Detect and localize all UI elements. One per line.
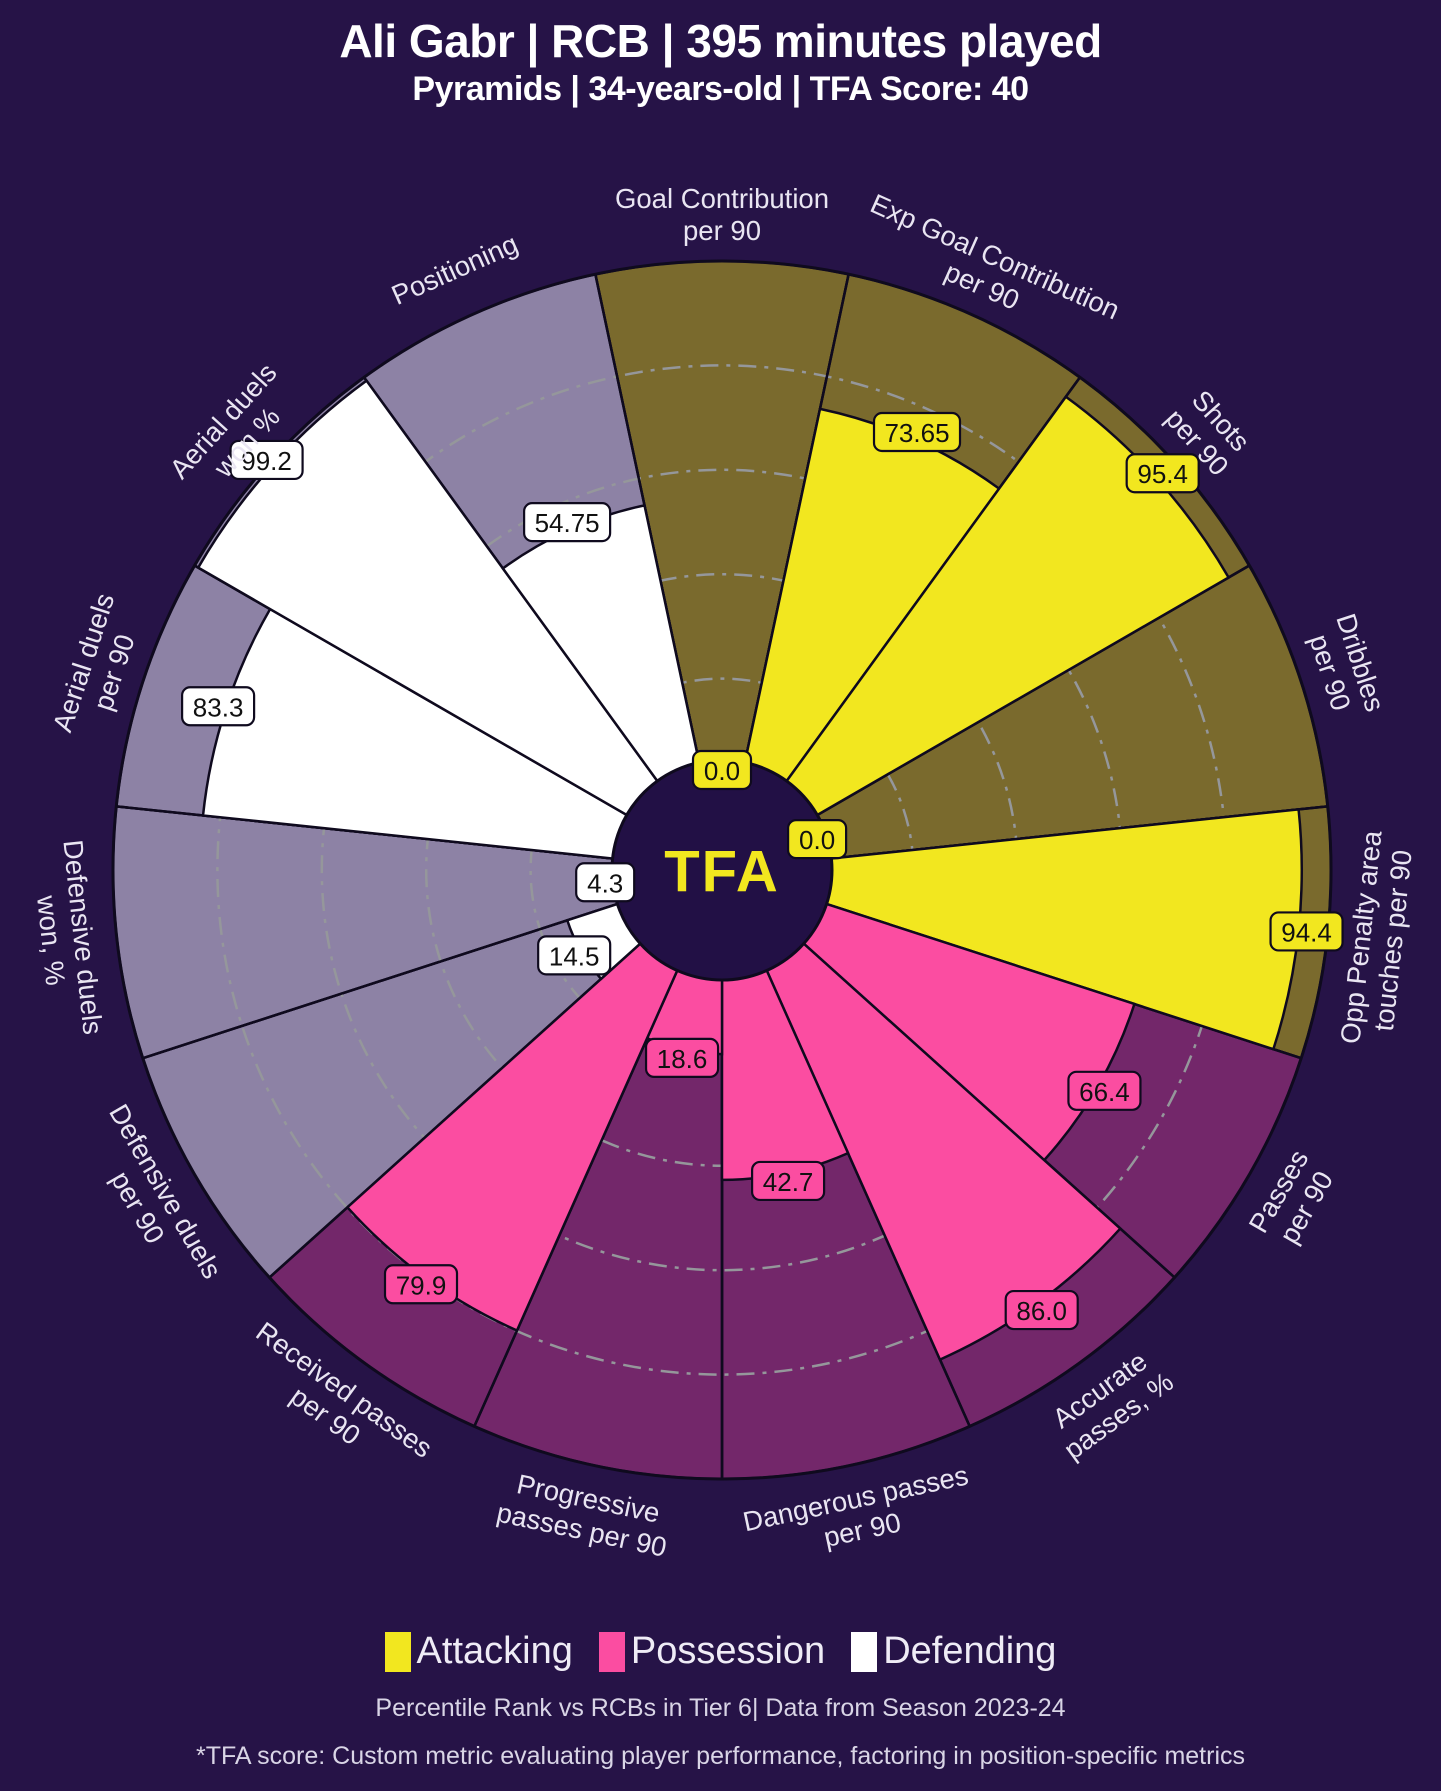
value-label-shots-per-90: 95.4 <box>1125 453 1200 494</box>
axis-label-dribbles-per-90: Dribblesper 90 <box>1300 610 1391 725</box>
value-label-accurate-passes: 86.0 <box>1004 1289 1079 1331</box>
value-text: 79.9 <box>396 1270 447 1300</box>
value-label-defensive-duels-per-90: 14.5 <box>537 935 612 976</box>
chart-legend: Attacking Possession Defending <box>0 1630 1441 1673</box>
value-text: 94.4 <box>1281 917 1332 947</box>
value-text: 73.65 <box>884 418 949 448</box>
value-label-opp-penalty-area-touches-per-90: 94.4 <box>1269 911 1344 952</box>
value-text: 99.2 <box>241 446 292 476</box>
data-source-caption: Percentile Rank vs RCBs in Tier 6| Data … <box>375 1694 1066 1722</box>
value-text: 0.0 <box>704 756 740 786</box>
tfa-logo: TFA <box>664 840 780 905</box>
value-box <box>181 686 256 727</box>
value-label-goal-contribution-per-90: 0.0 <box>691 749 753 791</box>
page-subtitle: Pyramids | 34-years-old | TFA Score: 40 <box>412 70 1029 108</box>
value-box <box>229 439 304 481</box>
defending-swatch-icon <box>851 1631 878 1672</box>
legend-item-attacking: Attacking <box>384 1630 573 1673</box>
value-label-aerial-duels-per-90: 83.3 <box>181 686 256 727</box>
value-label-dangerous-passes-per-90: 42.7 <box>750 1160 826 1202</box>
value-label-aerial-duels-won: 99.2 <box>229 439 304 481</box>
value-box <box>1004 1289 1079 1331</box>
value-label-exp-goal-contribution-per-90: 73.65 <box>872 411 962 453</box>
value-box <box>383 1264 459 1305</box>
legend-label: Defending <box>883 1630 1057 1672</box>
value-box <box>1067 1070 1142 1111</box>
value-box <box>691 749 753 791</box>
value-text: 0.0 <box>799 825 835 855</box>
axis-label-progressive-passes-per-90: Progressivepasses per 90 <box>494 1465 676 1563</box>
value-label-passes-per-90: 66.4 <box>1067 1070 1142 1111</box>
axis-label-positioning: Positioning <box>387 228 523 311</box>
possession-swatch-icon <box>598 1631 625 1672</box>
value-label-dribbles-per-90: 0.0 <box>787 818 848 860</box>
page-title: Ali Gabr | RCB | 395 minutes played <box>339 15 1102 67</box>
value-box <box>872 411 962 453</box>
legend-item-defending: Defending <box>851 1630 1056 1673</box>
value-box <box>1269 911 1344 952</box>
value-box <box>787 818 848 860</box>
value-box <box>750 1160 826 1202</box>
legend-label: Possession <box>630 1630 826 1672</box>
attacking-swatch-icon <box>384 1631 411 1672</box>
legend-item-possession: Possession <box>598 1630 826 1673</box>
legend-label: Attacking <box>416 1630 573 1672</box>
value-box <box>537 935 612 976</box>
value-text: 54.75 <box>535 508 600 538</box>
value-text: 42.7 <box>763 1167 814 1197</box>
axis-label-defensive-duels-won: Defensive duelswon, % <box>26 838 109 1039</box>
value-text: 18.6 <box>657 1044 708 1074</box>
axis-label-opp-penalty-area-touches-per-90: Opp Penalty areatouches per 90 <box>1334 828 1419 1048</box>
value-text: 66.4 <box>1079 1077 1130 1107</box>
value-label-positioning: 54.75 <box>523 502 612 543</box>
value-label-defensive-duels-won: 4.3 <box>575 862 636 903</box>
value-box <box>575 862 636 903</box>
value-text: 4.3 <box>587 868 623 898</box>
tfa-score-footnote: *TFA score: Custom metric evaluating pla… <box>195 1742 1246 1770</box>
value-box <box>1125 453 1200 494</box>
value-text: 14.5 <box>549 941 600 971</box>
outer-circle <box>111 259 1333 1481</box>
value-text: 86.0 <box>1016 1296 1067 1326</box>
value-box <box>644 1037 720 1078</box>
value-label-progressive-passes-per-90: 18.6 <box>644 1037 720 1078</box>
axis-label-goal-contribution-per-90: Goal Contribution per 90 <box>615 183 829 246</box>
value-box <box>523 502 612 543</box>
value-label-received-passes-per-90: 79.9 <box>383 1264 459 1305</box>
value-text: 83.3 <box>193 692 244 722</box>
value-text: 95.4 <box>1137 459 1188 489</box>
